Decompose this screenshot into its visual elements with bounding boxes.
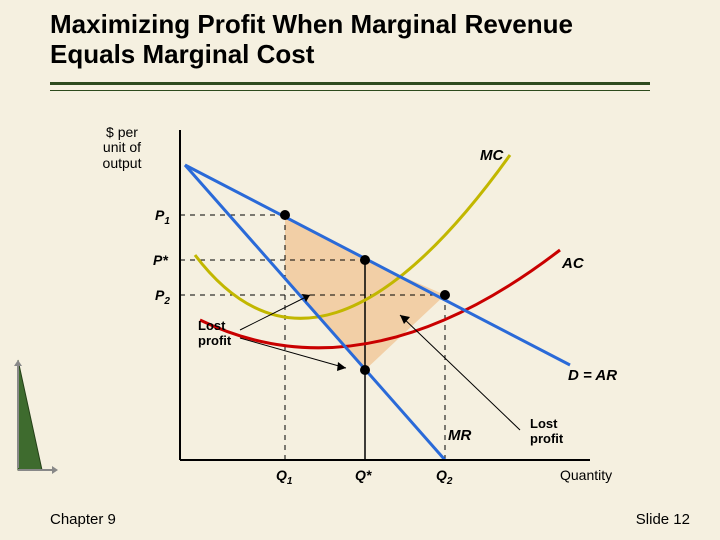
arrow-lost-right [400,315,520,430]
y-axis-label-l2: unit of [103,139,141,155]
mc-label: MC [480,147,504,164]
title-rule-thin [50,90,650,91]
footer-slide: Slide 12 [636,511,690,528]
chart-area: $ per unit of output [90,120,650,480]
dar-label: D = AR [568,367,617,384]
arrow-lost-left-1 [240,295,310,330]
chart-svg: MC AC D = AR MR P1 P* P2 Q1 Q* Q2 Quanti… [90,120,650,500]
footer-chapter: Chapter 9 [50,511,116,528]
lost-profit-right-l2: profit [530,431,564,446]
p2-label: P2 [155,287,170,307]
lost-profit-right-l1: Lost [530,416,558,431]
x-axis-label: Quantity [560,467,612,483]
arrow-lost-left-2-head [337,362,346,371]
arrow-lost-left-2 [240,338,346,368]
y-axis-label-l1: $ per [106,124,138,140]
title-rule-thick [50,82,650,85]
y-axis-label: $ per unit of output [82,125,162,171]
pstar-label: P* [153,252,168,268]
q1-label: Q1 [276,467,293,487]
qstar-label: Q* [355,467,372,483]
ac-label: AC [561,255,585,272]
dot-p1 [280,210,290,220]
dot-p2 [440,290,450,300]
mr-label: MR [448,427,471,444]
deco-arrow-icon [12,360,62,490]
dot-pstar [360,255,370,265]
lost-profit-left-l1: Lost [198,318,226,333]
y-axis-label-l3: output [103,155,142,171]
p1-label: P1 [155,207,170,227]
lost-profit-right-fill [365,260,445,370]
lost-profit-left-l2: profit [198,333,232,348]
slide: Maximizing Profit When Marginal Revenue … [0,0,720,540]
slide-title: Maximizing Profit When Marginal Revenue … [50,10,650,70]
q2-label: Q2 [436,467,453,487]
dot-mr-mc [360,365,370,375]
